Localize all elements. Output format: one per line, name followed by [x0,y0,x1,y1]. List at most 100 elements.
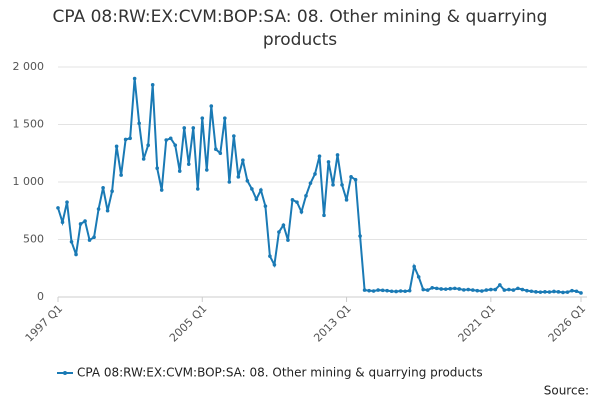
point [525,288,529,293]
point [394,289,398,294]
point [543,290,547,294]
point [146,143,150,147]
point [69,240,74,244]
point [304,194,308,198]
point [87,238,92,242]
point [407,288,412,293]
point [290,198,295,202]
point [443,287,448,291]
point [340,183,344,187]
point [317,154,322,158]
point [299,210,304,214]
point [173,143,178,147]
point [529,289,534,294]
point [480,289,484,293]
point [195,187,200,191]
x-tick-label: 2013 Q1 [311,302,354,345]
point [132,76,137,81]
point [308,181,313,185]
point [574,289,579,294]
point [349,175,353,179]
point [214,147,218,152]
point [295,200,299,204]
point [277,230,281,234]
point [56,206,60,210]
point [263,204,268,208]
point [430,286,435,290]
point [159,188,164,192]
point [177,169,182,173]
point [223,116,227,120]
point [484,288,489,292]
point [191,126,196,130]
point [565,290,570,294]
point [78,222,83,226]
point [547,290,552,294]
series-line [57,78,582,294]
point [186,162,191,166]
point [367,288,371,293]
x-tick-label: 1997 Q1 [23,302,66,345]
point [259,188,263,192]
point [556,290,561,294]
x-tick-label: 2021 Q1 [456,302,499,345]
point [313,172,317,176]
point [353,177,358,182]
point [421,287,425,292]
point [204,168,209,172]
x-tick-label: 2005 Q1 [167,302,210,345]
y-tick-label: 2 000 [13,60,45,73]
point [65,200,69,204]
point [579,291,583,295]
point [475,288,480,293]
point [516,286,520,291]
point [236,175,241,179]
point [96,207,101,211]
point [470,288,475,292]
point [326,160,331,164]
point [489,287,493,292]
point [110,189,114,193]
point [182,126,187,130]
point [322,213,326,218]
point [552,289,556,294]
chart-title: CPA 08:RW:EX:CVM:BOP:SA: 08. Other minin… [52,7,548,50]
point [268,254,272,258]
y-tick-label: 500 [23,233,44,246]
point [74,252,78,257]
point [389,289,394,294]
point [448,286,453,291]
point [168,136,173,141]
point [209,104,214,108]
point [60,220,65,225]
point [92,235,96,239]
point [141,157,146,161]
point [561,290,565,295]
point [200,116,205,120]
point [344,198,349,202]
point [250,187,254,191]
point [371,289,376,293]
point [83,219,87,223]
point [281,223,286,227]
point [335,153,340,157]
point [227,180,232,184]
legend-text: CPA 08:RW:EX:CVM:BOP:SA: 08. Other minin… [77,366,483,380]
point [403,289,407,294]
point [534,290,538,294]
point [466,287,471,292]
x-tick-label: 2026 Q1 [546,302,589,345]
point [380,288,385,293]
point [461,288,466,292]
point [164,138,169,142]
point [498,283,502,287]
point [570,288,574,293]
point [101,185,105,190]
point [245,179,250,183]
point [425,288,430,292]
legend-marker [63,371,67,375]
y-tick-label: 1 500 [13,118,45,131]
point [114,144,119,149]
